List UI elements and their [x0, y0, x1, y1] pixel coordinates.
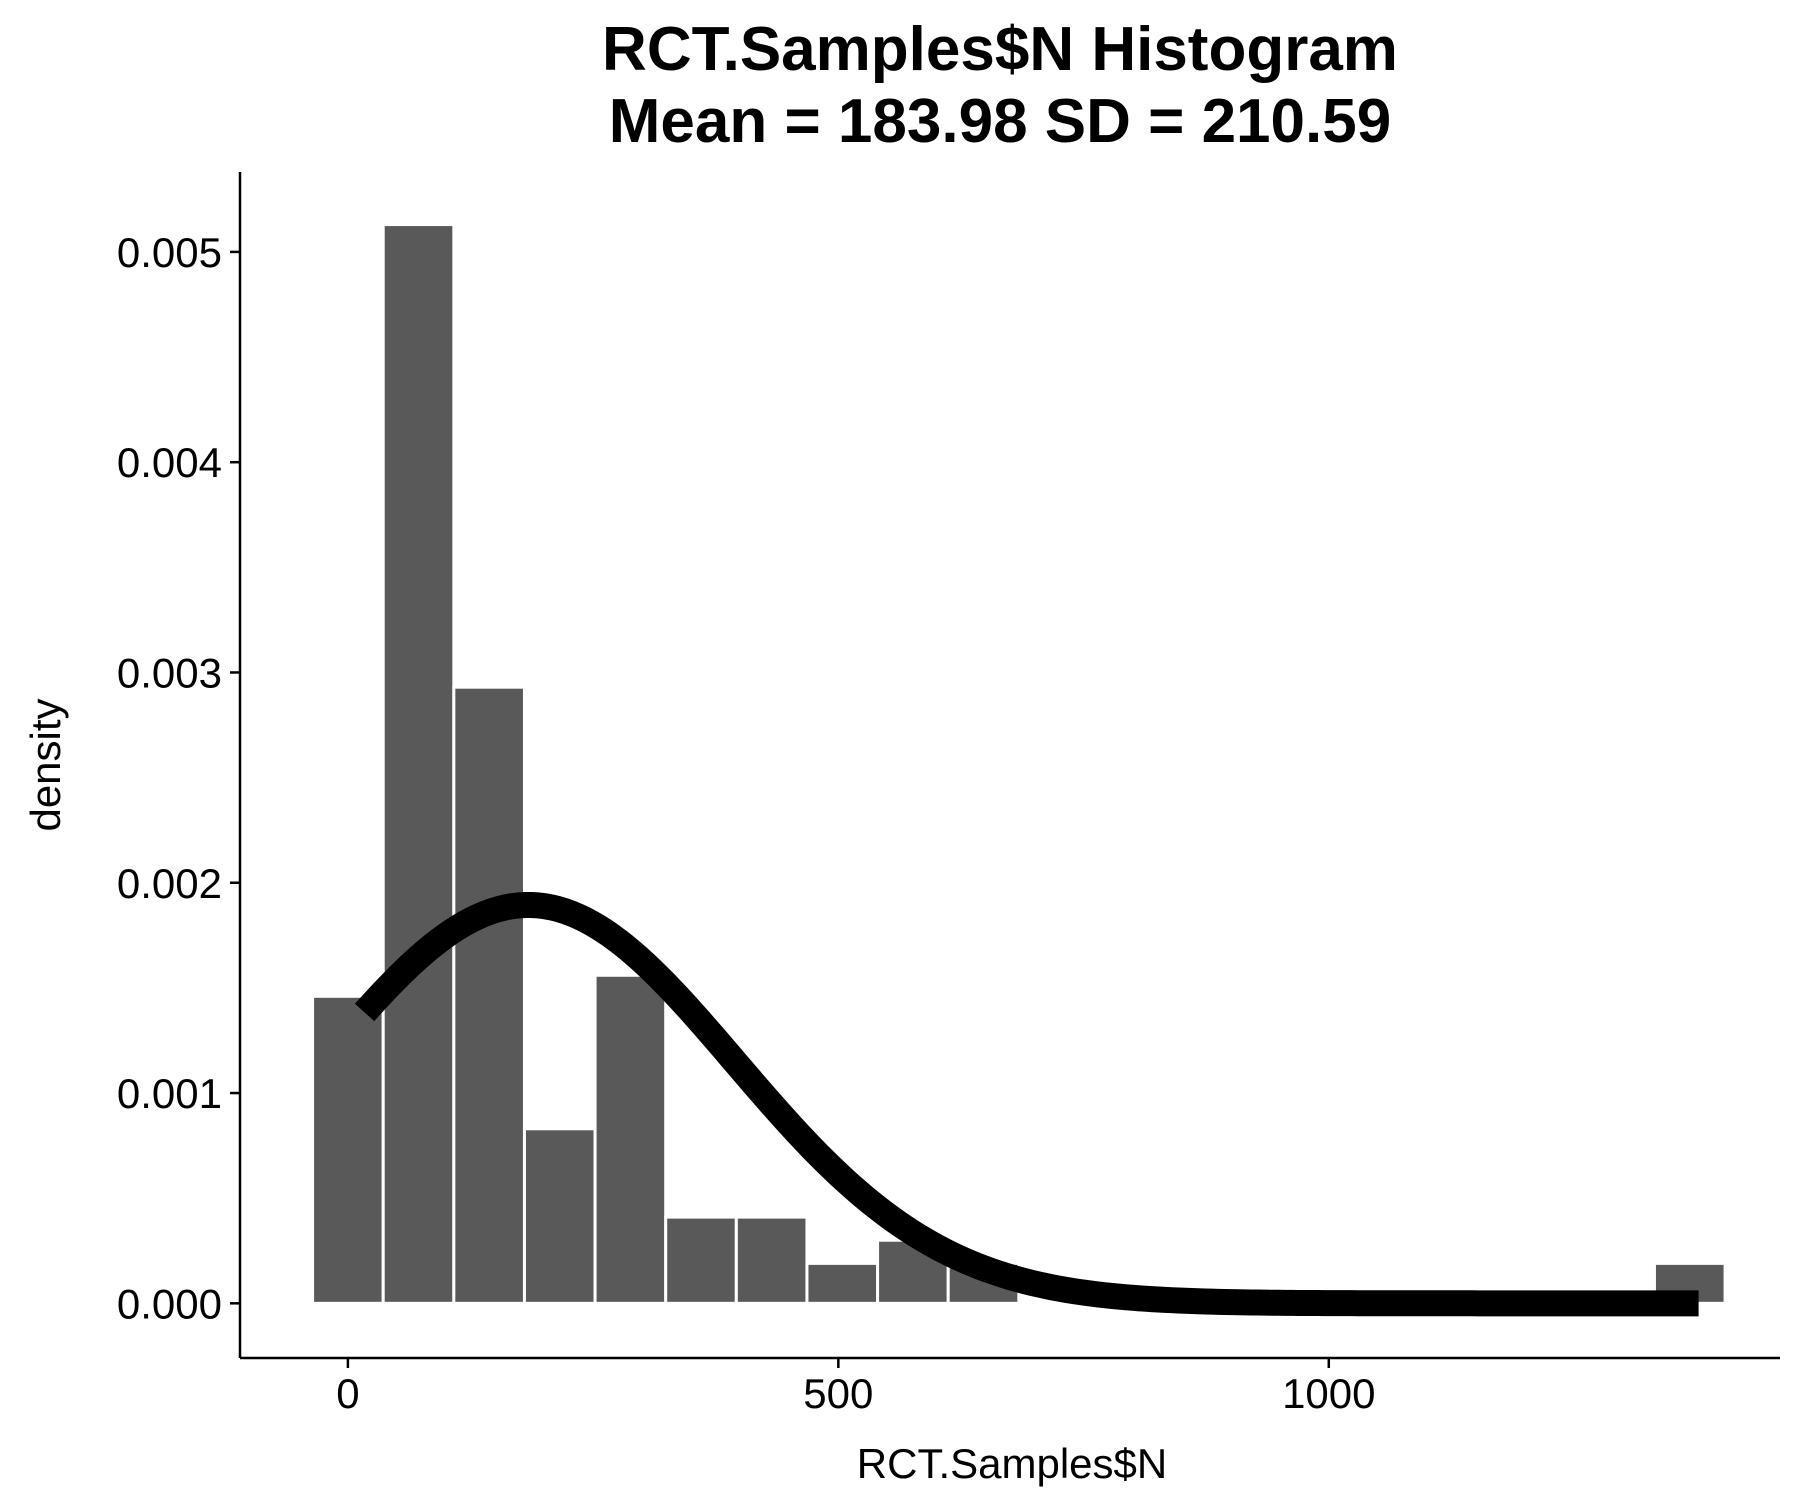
x-axis-ticks: 0 500 1000 [336, 1358, 1376, 1417]
histogram-bar-4 [593, 973, 668, 1305]
y-tick-label: 0.001 [117, 1070, 222, 1117]
histogram-bar-0 [311, 994, 385, 1305]
histogram-bar-1 [381, 223, 456, 1305]
y-axis-ticks: 0.000 0.001 0.002 0.003 0.004 0.005 [117, 229, 240, 1327]
x-tick-label: 0 [336, 1370, 359, 1417]
x-tick-label: 500 [803, 1370, 873, 1417]
histogram-bar-2 [452, 685, 526, 1305]
histogram-bar-6 [734, 1215, 809, 1305]
y-axis-title: density [22, 698, 69, 831]
y-tick-label: 0.003 [117, 649, 222, 696]
normal-density-curve [354, 892, 1705, 1317]
y-tick-label: 0.005 [117, 229, 222, 276]
x-axis-title: RCT.Samples$N [857, 1440, 1167, 1487]
y-tick-label: 0.004 [117, 439, 222, 486]
histogram-bar-5 [664, 1215, 738, 1305]
y-tick-label: 0.000 [117, 1280, 222, 1327]
histogram-bar-7 [805, 1261, 880, 1305]
y-tick-label: 0.002 [117, 860, 222, 907]
x-tick-label: 1000 [1282, 1370, 1375, 1417]
histogram-bars [311, 223, 1727, 1305]
chart-subtitle: Mean = 183.98 SD = 210.59 [609, 87, 1391, 156]
chart-title: RCT.Samples$N Histogram [602, 15, 1398, 84]
histogram-bar-3 [522, 1127, 597, 1305]
